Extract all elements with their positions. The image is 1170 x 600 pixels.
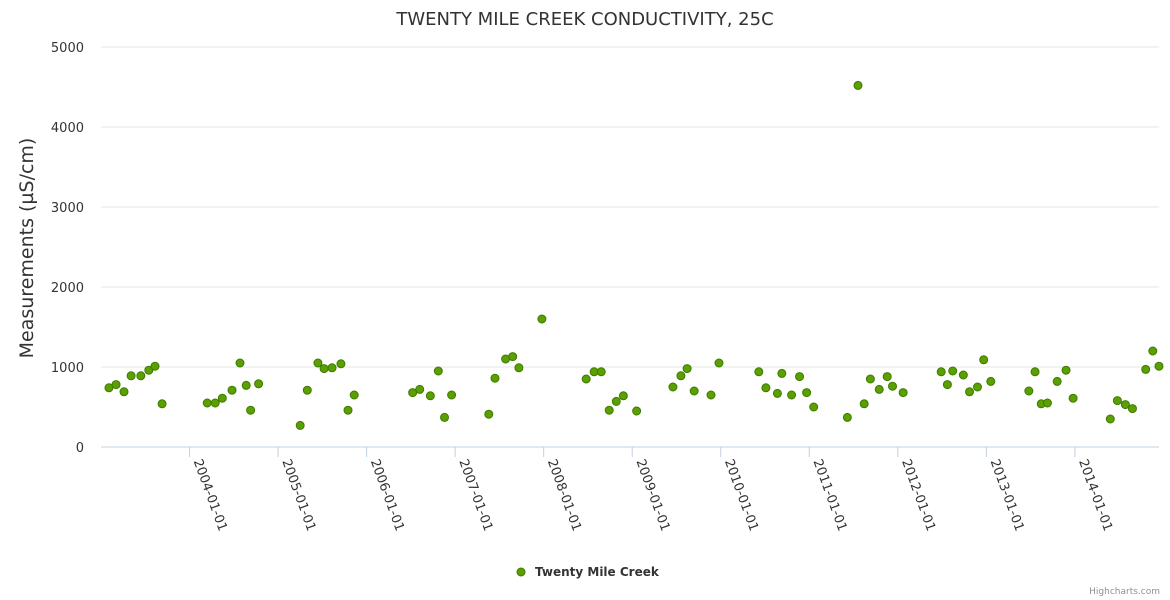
y-tick-label: 3000 [51, 201, 84, 216]
data-point[interactable] [150, 361, 160, 371]
data-point[interactable] [302, 385, 312, 395]
data-point[interactable] [596, 367, 606, 377]
data-point[interactable] [1141, 364, 1151, 374]
data-point[interactable] [777, 368, 787, 378]
data-point[interactable] [842, 412, 852, 422]
data-point[interactable] [144, 365, 154, 375]
data-point[interactable] [676, 371, 686, 381]
data-point[interactable] [349, 390, 359, 400]
data-point[interactable] [440, 412, 450, 422]
data-point[interactable] [295, 420, 305, 430]
data-point[interactable] [537, 314, 547, 324]
data-point[interactable] [217, 393, 227, 403]
legend-label[interactable]: Twenty Mile Creek [535, 565, 660, 579]
data-point[interactable] [313, 358, 323, 368]
data-point[interactable] [618, 391, 628, 401]
data-point[interactable] [126, 371, 136, 381]
data-point[interactable] [111, 380, 121, 390]
data-point[interactable] [157, 399, 167, 409]
data-point[interactable] [714, 358, 724, 368]
y-tick-label: 2000 [51, 281, 84, 296]
data-point[interactable] [795, 372, 805, 382]
data-point[interactable] [425, 391, 435, 401]
data-point[interactable] [787, 390, 797, 400]
grid-lines [101, 46, 1159, 448]
y-axis-label: Measurements (µS/cm) [16, 138, 38, 359]
data-point[interactable] [965, 387, 975, 397]
data-point[interactable] [888, 381, 898, 391]
data-point[interactable] [948, 366, 958, 376]
data-point[interactable] [508, 352, 518, 362]
chart-title: TWENTY MILE CREEK CONDUCTIVITY, 25C [395, 9, 773, 30]
data-point[interactable] [859, 399, 869, 409]
data-point[interactable] [958, 370, 968, 380]
data-point[interactable] [809, 402, 819, 412]
data-point[interactable] [632, 406, 642, 416]
data-point[interactable] [802, 388, 812, 398]
data-point[interactable] [1105, 414, 1115, 424]
data-point[interactable] [336, 359, 346, 369]
data-point[interactable] [1148, 346, 1158, 356]
data-point[interactable] [227, 385, 237, 395]
data-point[interactable] [254, 379, 264, 389]
data-point[interactable] [973, 382, 983, 392]
data-point[interactable] [1120, 400, 1130, 410]
data-point[interactable] [210, 398, 220, 408]
y-tick-label: 4000 [51, 121, 84, 136]
data-point[interactable] [936, 367, 946, 377]
data-points [104, 80, 1164, 430]
data-point[interactable] [433, 366, 443, 376]
data-point[interactable] [447, 390, 457, 400]
data-point[interactable] [986, 376, 996, 386]
y-tick-label: 1000 [51, 361, 84, 376]
y-tick-label: 5000 [51, 41, 84, 56]
data-point[interactable] [1030, 367, 1040, 377]
data-point[interactable] [1024, 386, 1034, 396]
data-point[interactable] [604, 405, 614, 415]
data-point[interactable] [415, 384, 425, 394]
legend[interactable]: Twenty Mile Creek [516, 565, 660, 579]
data-point[interactable] [490, 373, 500, 383]
data-point[interactable] [865, 374, 875, 384]
data-point[interactable] [514, 363, 524, 373]
data-point[interactable] [327, 363, 337, 373]
data-point[interactable] [706, 390, 716, 400]
data-point[interactable] [882, 372, 892, 382]
data-point[interactable] [611, 396, 621, 406]
data-point[interactable] [874, 384, 884, 394]
data-point[interactable] [1112, 396, 1122, 406]
y-tick-label: 0 [76, 441, 84, 456]
data-point[interactable] [1127, 404, 1137, 414]
data-point[interactable] [343, 405, 353, 415]
data-point[interactable] [853, 80, 863, 90]
data-point[interactable] [1052, 376, 1062, 386]
data-point[interactable] [119, 387, 129, 397]
data-point[interactable] [942, 380, 952, 390]
data-point[interactable] [682, 364, 692, 374]
data-point[interactable] [754, 367, 764, 377]
data-point[interactable] [761, 383, 771, 393]
data-point[interactable] [979, 355, 989, 365]
data-point[interactable] [241, 380, 251, 390]
data-point[interactable] [581, 374, 591, 384]
y-axis-ticks: 0 1000 2000 3000 4000 5000 [51, 41, 84, 456]
data-point[interactable] [136, 371, 146, 381]
data-point[interactable] [1068, 393, 1078, 403]
data-point[interactable] [319, 364, 329, 374]
data-point[interactable] [772, 388, 782, 398]
data-point[interactable] [1061, 365, 1071, 375]
data-point[interactable] [235, 358, 245, 368]
data-point[interactable] [484, 409, 494, 419]
data-point[interactable] [1154, 361, 1164, 371]
legend-symbol[interactable] [516, 567, 526, 577]
data-point[interactable] [668, 382, 678, 392]
data-point[interactable] [202, 398, 212, 408]
credits-link[interactable]: Highcharts.com [1089, 587, 1160, 597]
data-point[interactable] [1042, 398, 1052, 408]
data-point[interactable] [898, 388, 908, 398]
data-point[interactable] [689, 386, 699, 396]
data-point[interactable] [246, 405, 256, 415]
